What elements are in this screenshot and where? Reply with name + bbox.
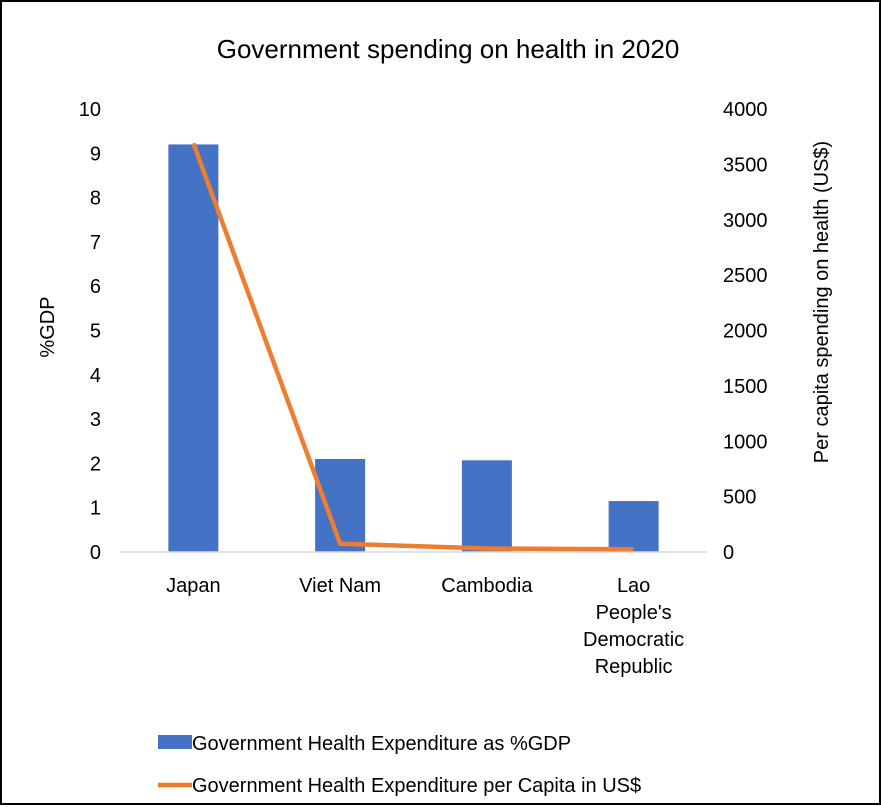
right-axis-tick-label: 2000 — [723, 321, 768, 343]
left-axis-tick-label: 9 — [90, 143, 101, 165]
chart-title: Government spending on health in 2020 — [217, 34, 680, 64]
right-axis-tick-label: 500 — [723, 487, 756, 509]
right-axis-tick-label: 1500 — [723, 376, 768, 398]
left-axis-tick-label: 0 — [90, 542, 101, 564]
category-label: Cambodia — [441, 575, 533, 597]
left-axis-ticks: 0 1 2 3 4 5 6 7 8 9 10 — [79, 99, 101, 564]
left-axis-tick-label: 3 — [90, 409, 101, 431]
right-axis-tick-label: 2500 — [723, 265, 768, 287]
left-axis-tick-label: 7 — [90, 232, 101, 254]
bar — [315, 458, 366, 552]
category-label: Democratic — [583, 629, 684, 651]
left-axis-tick-label: 2 — [90, 453, 101, 475]
right-axis-tick-label: 1000 — [723, 431, 768, 453]
bar — [608, 501, 659, 552]
bar-series — [168, 144, 659, 552]
category-label: Lao — [617, 575, 650, 597]
category-label: Japan — [166, 575, 221, 597]
left-axis-tick-label: 5 — [90, 321, 101, 343]
legend-bar-label: Government Health Expenditure as %GDP — [192, 733, 571, 755]
category-label: People's — [596, 602, 672, 624]
left-axis-tick-label: 4 — [90, 365, 101, 387]
category-labels: Japan Viet Nam Cambodia Lao People's Democrat… — [166, 575, 684, 678]
legend-bar-swatch — [158, 735, 192, 749]
bar — [168, 144, 219, 552]
left-axis-tick-label: 6 — [90, 276, 101, 298]
left-axis-tick-label: 8 — [90, 188, 101, 210]
legend-line-label: Government Health Expenditure per Capita… — [192, 775, 641, 797]
series-line — [191, 142, 634, 552]
left-axis-title: %GDP — [37, 296, 59, 357]
category-label: Viet Nam — [299, 575, 381, 597]
line-series-group — [191, 142, 634, 552]
right-axis-title: Per capita spending on health (US$) — [811, 141, 833, 463]
bar — [461, 460, 512, 552]
right-axis-tick-label: 3500 — [723, 154, 768, 176]
legend: Government Health Expenditure as %GDP Gov… — [158, 733, 641, 797]
category-label: Republic — [595, 656, 673, 678]
right-axis-tick-label: 3000 — [723, 210, 768, 232]
right-axis-tick-label: 0 — [723, 542, 734, 564]
right-axis-ticks: 0 500 1000 1500 2000 2500 3000 3500 4000 — [723, 99, 768, 564]
left-axis-tick-label: 1 — [90, 498, 101, 520]
left-axis-tick-label: 10 — [79, 99, 101, 121]
right-axis-tick-label: 4000 — [723, 99, 768, 121]
